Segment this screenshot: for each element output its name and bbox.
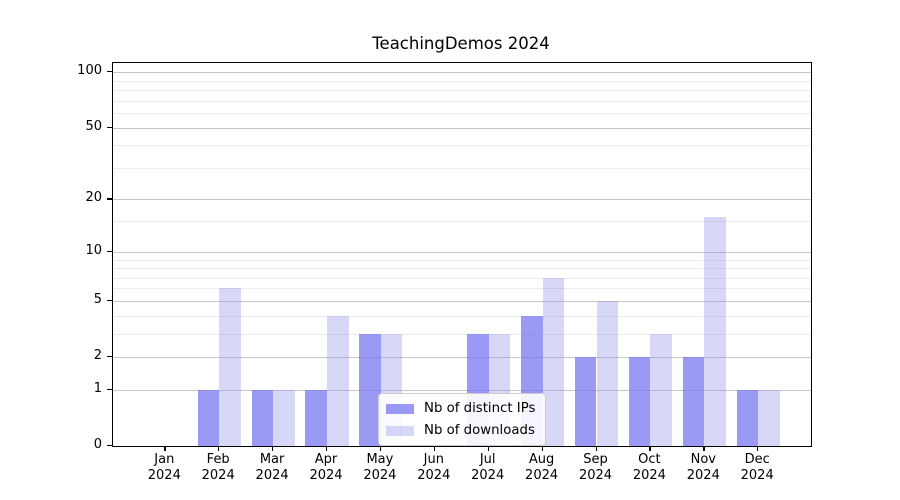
legend-label-distinct-ips: Nb of distinct IPs (424, 401, 536, 416)
y-tick-1 (107, 388, 112, 391)
gridline-7 (113, 277, 811, 279)
x-tick-label-nov: Nov 2024 (686, 452, 720, 483)
y-tick-20 (107, 198, 112, 200)
x-tick-label-mar: Mar 2024 (255, 452, 289, 483)
bar-downloads-feb (219, 288, 241, 446)
y-tick-100 (107, 71, 112, 73)
bar-downloads-sep (596, 300, 619, 446)
y-tick-2 (107, 356, 112, 358)
gridline-1 (113, 389, 811, 391)
x-tick-label-oct: Oct 2024 (632, 452, 666, 483)
y-tick-label-1: 1 (93, 380, 102, 396)
bar-downloads-dec (758, 389, 780, 446)
x-tick-jul (487, 446, 489, 451)
y-tick-label-10: 10 (85, 242, 102, 258)
y-tick-label-2: 2 (93, 348, 102, 363)
gridline-20 (113, 199, 811, 201)
x-tick-label-jun: Jun 2024 (417, 452, 451, 483)
bar-downloads-oct (650, 333, 672, 446)
gridline-4 (113, 315, 811, 317)
x-tick-label-may: May 2024 (363, 452, 397, 483)
x-tick-oct (649, 446, 651, 451)
gridline-6 (113, 288, 811, 290)
gridline-5 (113, 300, 811, 302)
bar-downloads-mar (273, 389, 295, 446)
gridline-9 (113, 259, 811, 261)
legend: Nb of distinct IPs Nb of downloads (378, 393, 547, 446)
x-tick-jun (433, 446, 436, 451)
x-tick-label-apr: Apr 2024 (309, 452, 343, 483)
x-tick-label-dec: Dec 2024 (740, 452, 774, 483)
bar-distinct-ips-dec (736, 389, 759, 446)
gridline-50 (113, 127, 811, 129)
bar-downloads-aug (542, 277, 565, 446)
x-tick-sep (595, 446, 597, 451)
bar-distinct-ips-sep (574, 357, 597, 446)
bar-downloads-nov (704, 216, 726, 446)
y-tick-label-5: 5 (93, 291, 102, 307)
gridline-10 (113, 251, 811, 253)
bar-distinct-ips-may (359, 333, 381, 446)
gridline-3 (113, 333, 811, 335)
bar-distinct-ips-apr (305, 389, 327, 446)
y-tick-5 (107, 299, 112, 302)
gridline-8 (113, 268, 811, 269)
x-tick-may (379, 446, 382, 451)
legend-item-distinct-ips: Nb of distinct IPs (386, 401, 535, 416)
bar-distinct-ips-oct (628, 357, 651, 446)
y-tick-10 (107, 250, 112, 253)
legend-item-downloads: Nb of downloads (386, 423, 535, 438)
x-tick-mar (272, 446, 274, 451)
gridline-30 (113, 167, 811, 169)
y-tick-50 (107, 126, 112, 128)
y-tick-label-100: 100 (77, 63, 102, 79)
x-tick-feb (218, 446, 220, 451)
gridline-90 (113, 80, 811, 82)
legend-label-downloads: Nb of downloads (424, 423, 535, 438)
gridline-70 (113, 100, 811, 102)
plot-area: Nb of distinct IPs Nb of downloads (112, 62, 812, 447)
x-tick-label-jul: Jul 2024 (471, 452, 505, 483)
legend-swatch-distinct-ips-icon (386, 403, 414, 414)
x-tick-label-aug: Aug 2024 (525, 452, 559, 483)
x-tick-label-jan: Jan 2024 (147, 452, 181, 483)
x-tick-apr (326, 446, 328, 451)
y-tick-label-0: 0 (93, 437, 102, 452)
x-tick-label-sep: Sep 2024 (578, 452, 613, 483)
bar-distinct-ips-nov (682, 357, 705, 446)
bar-downloads-apr (327, 315, 349, 446)
x-tick-dec (757, 446, 759, 451)
bar-distinct-ips-mar (251, 389, 274, 446)
gridline-2 (113, 357, 811, 358)
gridline-40 (113, 145, 811, 147)
x-tick-label-feb: Feb 2024 (201, 452, 235, 483)
chart-title: TeachingDemos 2024 (372, 34, 550, 53)
y-tick-label-50: 50 (85, 118, 102, 134)
x-tick-jan (164, 446, 166, 451)
legend-swatch-downloads-icon (386, 425, 414, 436)
x-tick-nov (703, 446, 705, 451)
bar-distinct-ips-feb (197, 389, 220, 446)
gridline-15 (113, 221, 811, 223)
gridline-60 (113, 113, 811, 114)
y-tick-label-20: 20 (85, 190, 102, 206)
x-tick-aug (541, 446, 543, 451)
gridline-80 (113, 90, 811, 91)
y-tick-0 (107, 445, 112, 447)
gridline-100 (113, 72, 811, 74)
